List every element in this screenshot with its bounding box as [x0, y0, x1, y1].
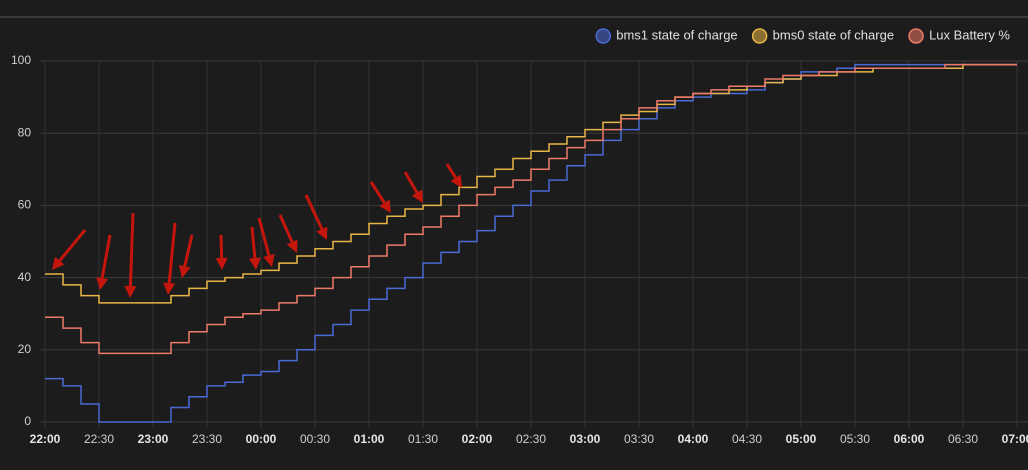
x-tick-label: 05:30	[840, 432, 870, 446]
arrow-shaft	[100, 234, 112, 279]
arrow-head	[411, 189, 423, 203]
legend-swatch	[595, 28, 611, 44]
y-tick-label: 60	[18, 198, 32, 212]
arrow-head	[52, 256, 65, 270]
x-tick-label: 23:30	[192, 432, 222, 446]
arrow-head	[450, 174, 462, 188]
legend-label: bms1 state of charge	[616, 27, 737, 42]
y-tick-label: 20	[18, 342, 32, 356]
legend: Lux Battery % bms0 state of charge bms1 st…	[595, 27, 1010, 44]
x-tick-label: 00:30	[300, 432, 330, 446]
arrow-shaft	[257, 217, 271, 256]
x-tick-label: 04:30	[732, 432, 762, 446]
arrow-shaft	[167, 222, 177, 284]
x-tick-label: 22:00	[30, 432, 61, 446]
legend-label: Lux Battery %	[929, 27, 1010, 42]
arrow-head	[163, 282, 176, 295]
y-tick-label: 100	[11, 53, 31, 67]
x-tick-label: 07:00	[1002, 432, 1028, 446]
legend-label: bms0 state of charge	[773, 27, 894, 42]
arrow-head	[178, 264, 191, 278]
arrow-shaft	[304, 194, 324, 230]
arrow-shaft	[58, 229, 87, 262]
arrow-shaft	[445, 163, 457, 179]
x-tick-label: 01:30	[408, 432, 438, 446]
x-tick-label: 06:30	[948, 432, 978, 446]
y-tick-label: 40	[18, 270, 32, 284]
annotation-arrows	[52, 163, 462, 298]
series-line	[45, 63, 1017, 304]
x-tick-label: 23:00	[138, 432, 169, 446]
y-tick-label: 80	[18, 125, 32, 139]
arrow-head	[379, 199, 391, 213]
arrow-shaft	[278, 214, 294, 243]
x-tick-label: 06:00	[894, 432, 925, 446]
x-tick-label: 00:00	[246, 432, 277, 446]
lines	[45, 63, 1017, 423]
arrow-head	[286, 239, 298, 253]
arrow-head	[96, 277, 109, 290]
x-tick-label: 03:00	[570, 432, 601, 446]
arrow-head	[124, 285, 137, 298]
legend-swatch	[751, 28, 768, 44]
y-tick-label: 0	[24, 414, 31, 428]
x-tick-label: 05:00	[786, 432, 817, 446]
arrow-shaft	[183, 234, 194, 267]
x-tick-label: 03:30	[624, 432, 654, 446]
x-tick-label: 01:00	[354, 432, 385, 446]
x-tick-label: 02:00	[462, 432, 493, 446]
arrow-head	[248, 257, 261, 270]
arrow-shaft	[128, 212, 135, 287]
arrow-shaft	[219, 234, 224, 259]
x-tick-label: 02:30	[516, 432, 546, 446]
arrow-head	[316, 226, 328, 240]
grid: 0 20 40 60 80 100 22:00 22:30 23:00 23:30 00:00 00:…	[11, 53, 1028, 446]
series-line	[45, 63, 1017, 355]
x-tick-label: 04:00	[678, 432, 709, 446]
x-tick-label: 22:30	[84, 432, 114, 446]
arrow-shaft	[403, 171, 419, 194]
legend-swatch	[908, 28, 924, 44]
arrow-head	[215, 257, 228, 270]
arrow-shaft	[369, 181, 386, 204]
arrow-shaft	[250, 226, 257, 259]
arrow-head	[263, 253, 275, 267]
